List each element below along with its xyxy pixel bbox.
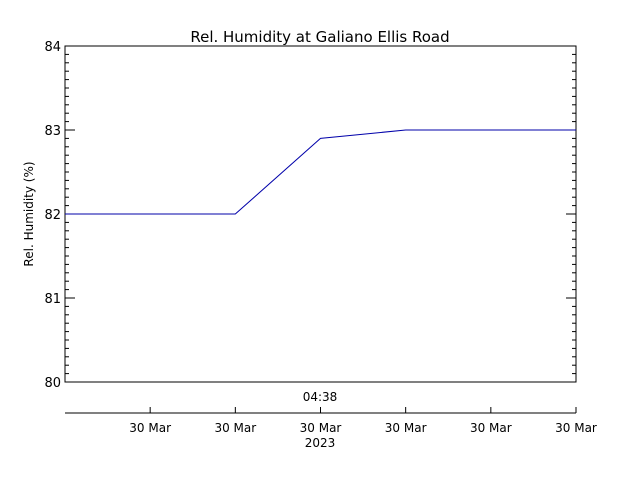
x-tick-label: 30 Mar	[214, 421, 256, 435]
x-tick-label: 30 Mar	[129, 421, 171, 435]
x-year-label: 2023	[305, 436, 336, 450]
y-axis-label: Rel. Humidity (%)	[22, 161, 36, 266]
y-tick-label: 81	[44, 292, 61, 307]
x-ticks	[149, 407, 577, 413]
series-line	[65, 129, 576, 215]
y-tick-label: 80	[44, 376, 61, 391]
x-tick-label: 30 Mar	[385, 421, 427, 435]
y-tick-labels: 80 81 82 83 84	[44, 40, 61, 391]
y-tick-label: 82	[44, 208, 61, 223]
y-tick-label: 83	[44, 124, 61, 139]
x-tick-labels: 30 Mar 30 Mar 30 Mar 30 Mar 30 Mar 30 Mar	[129, 421, 597, 435]
x-tick-label: 30 Mar	[300, 421, 342, 435]
time-marker-label: 04:38	[303, 390, 338, 404]
x-tick-label: 30 Mar	[555, 421, 597, 435]
chart-title: Rel. Humidity at Galiano Ellis Road	[190, 28, 449, 46]
y-tick-label: 84	[44, 40, 61, 55]
x-tick-label: 30 Mar	[470, 421, 512, 435]
